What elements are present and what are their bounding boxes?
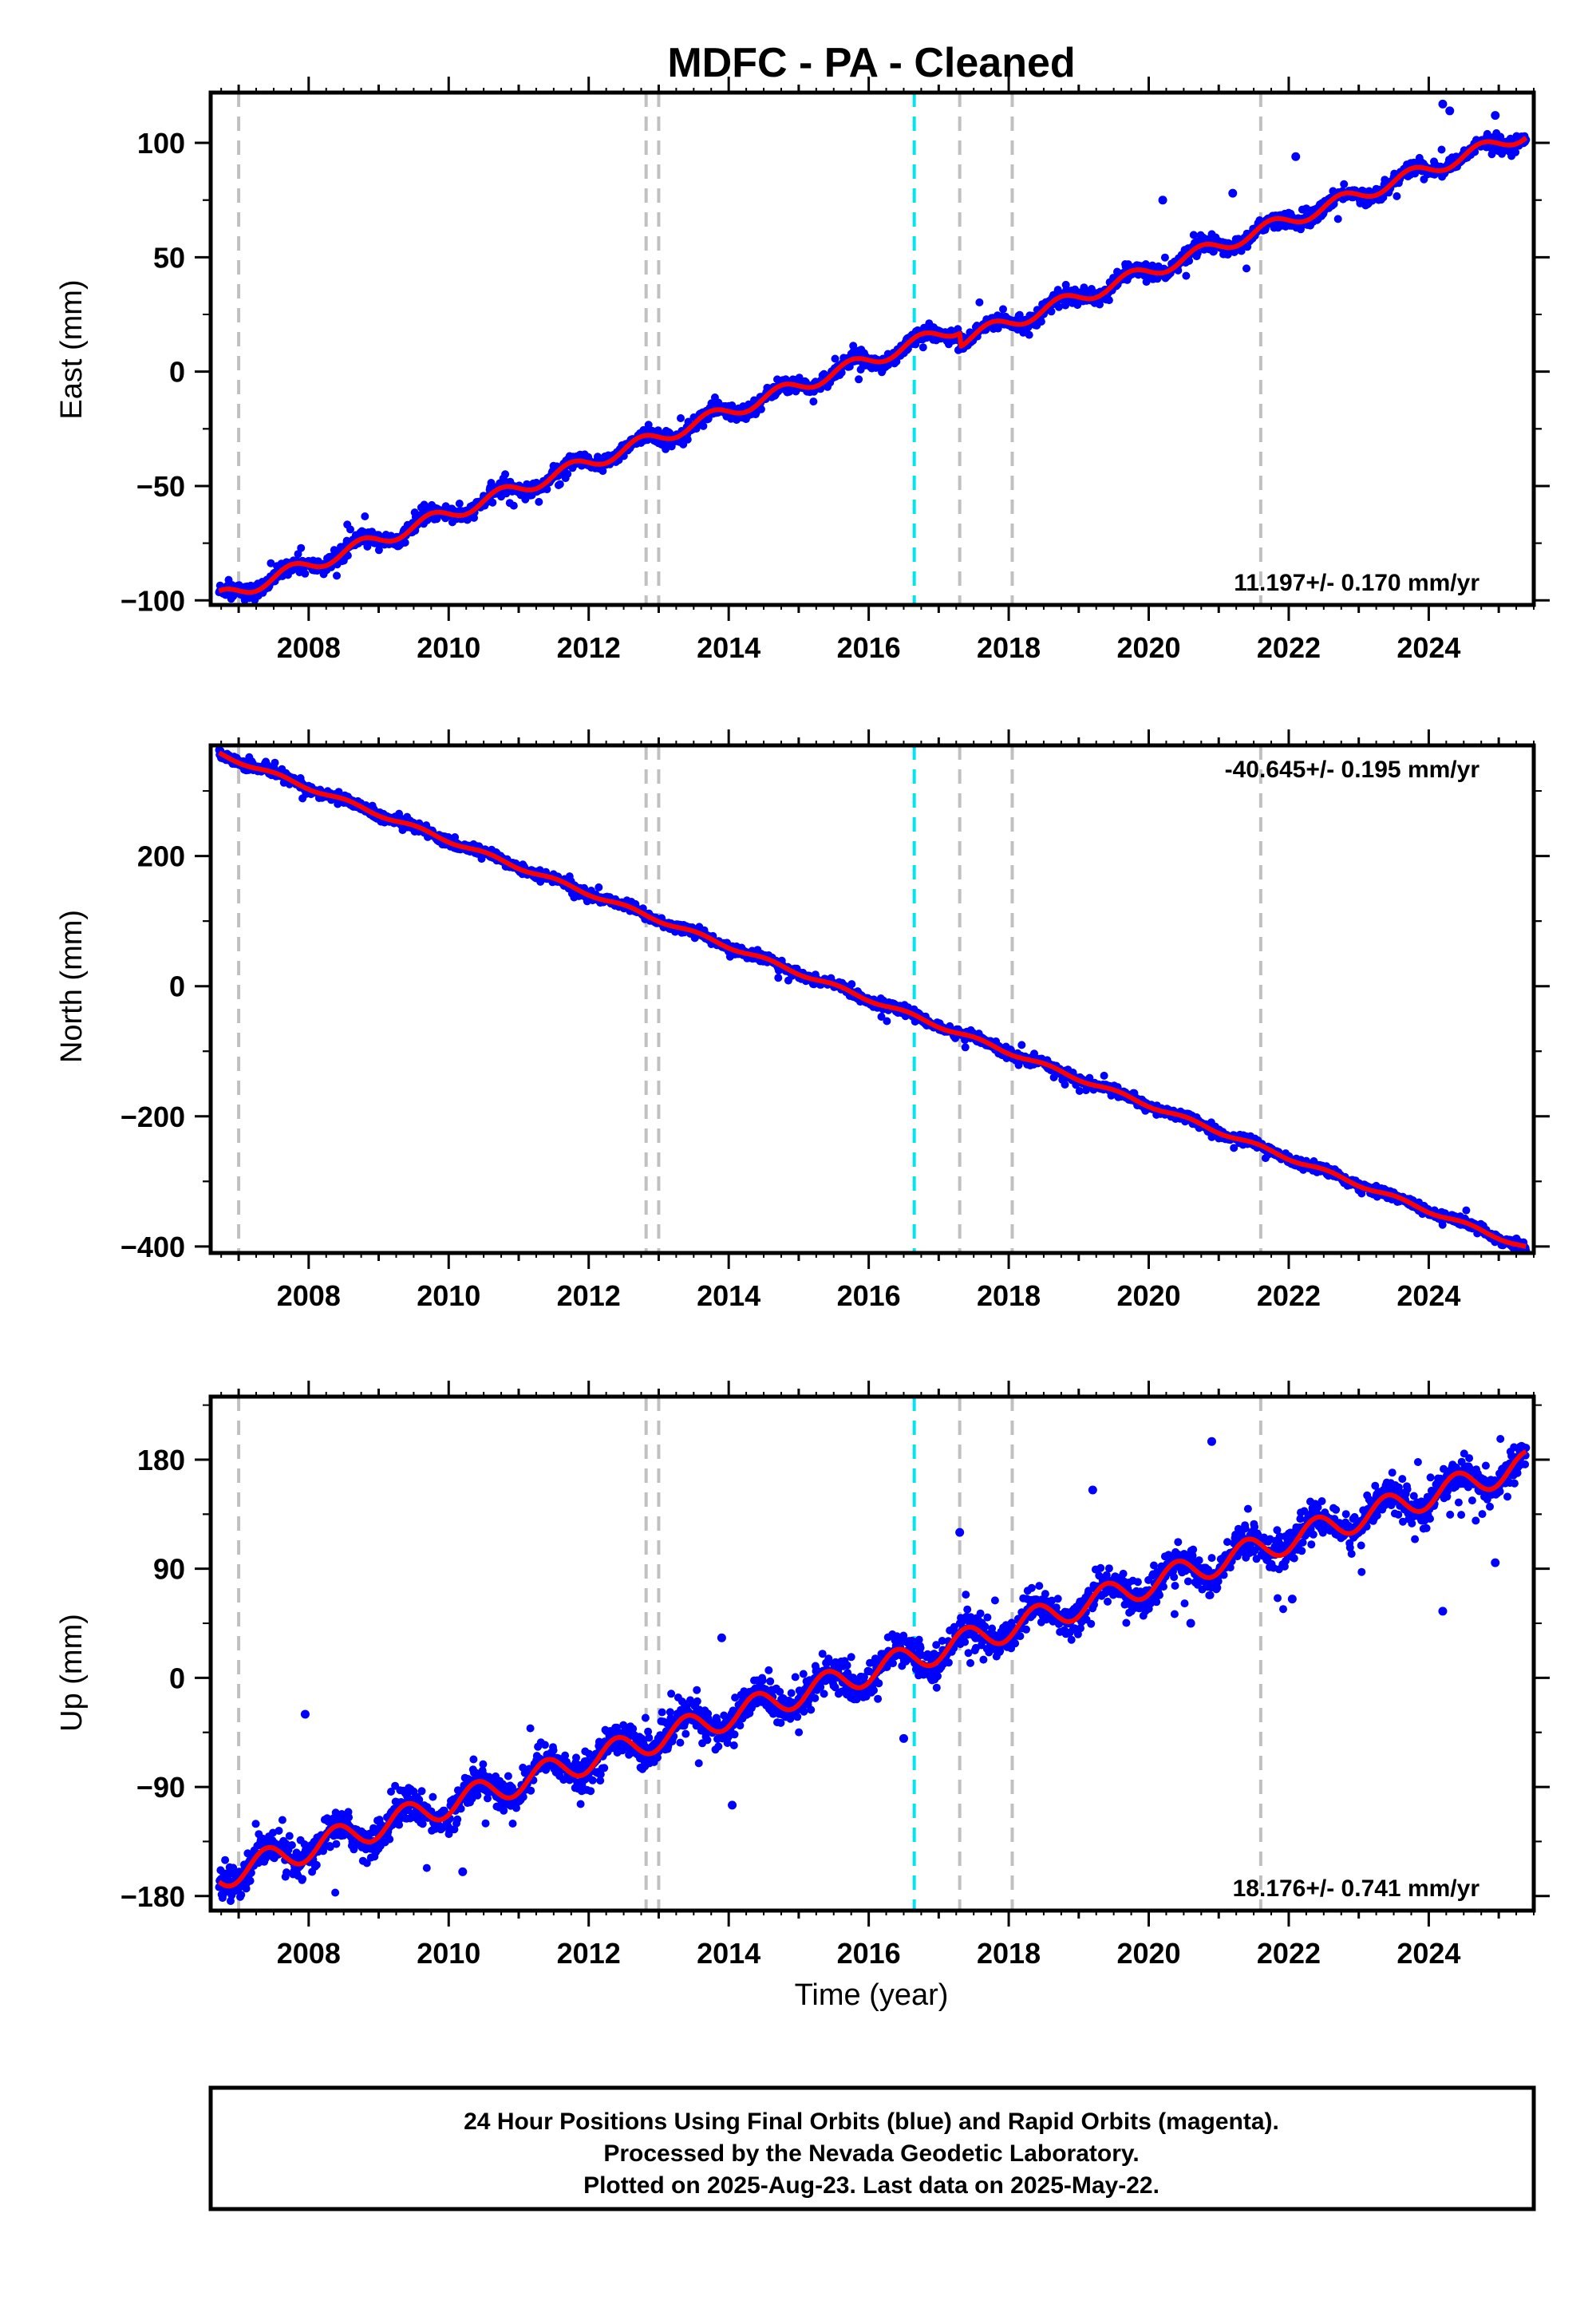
data-point bbox=[374, 546, 383, 555]
y-tick-label: 100 bbox=[137, 127, 185, 160]
data-point bbox=[1100, 1071, 1108, 1080]
figure-title: MDFC - PA - Cleaned bbox=[667, 40, 1075, 86]
data-point bbox=[271, 758, 279, 767]
data-point bbox=[1061, 1081, 1069, 1089]
data-point bbox=[855, 375, 863, 384]
data-point bbox=[1025, 330, 1033, 339]
model-fit-line bbox=[218, 136, 1528, 595]
data-point bbox=[333, 571, 341, 580]
data-point bbox=[535, 497, 543, 506]
plot-area bbox=[215, 745, 1531, 1253]
data-point bbox=[294, 550, 302, 559]
data-point bbox=[809, 397, 818, 406]
north-panel: North (mm) 2008 2010 2012 2014 2016 2018 2020 2… bbox=[55, 729, 1550, 1312]
data-point bbox=[1160, 253, 1169, 262]
east-panel: East (mm) 2008 2010 2012 2014 2016 2018 2020 20… bbox=[55, 77, 1550, 664]
outlier-point bbox=[1228, 188, 1238, 198]
data-point bbox=[1237, 247, 1246, 255]
data-point bbox=[975, 298, 984, 306]
outlier-point bbox=[1291, 152, 1301, 161]
data-point bbox=[543, 485, 551, 494]
y-tick-label: −50 bbox=[136, 470, 185, 503]
data-point bbox=[1017, 1041, 1026, 1049]
data-point bbox=[598, 467, 607, 476]
data-point bbox=[994, 324, 1002, 333]
data-point bbox=[837, 368, 846, 377]
data-point bbox=[1104, 296, 1113, 305]
data-point bbox=[1054, 302, 1063, 311]
data-point bbox=[1182, 271, 1191, 280]
x-tick-label: 2018 bbox=[977, 631, 1041, 664]
data-point bbox=[1393, 192, 1401, 200]
data-point bbox=[1015, 310, 1024, 319]
x-tick-label: 2014 bbox=[697, 631, 760, 664]
east-y-axis-label: East (mm) bbox=[55, 279, 89, 419]
data-point bbox=[1511, 148, 1520, 156]
data-point bbox=[595, 883, 603, 891]
data-point bbox=[999, 305, 1007, 314]
data-point bbox=[1333, 215, 1342, 223]
data-point bbox=[455, 500, 464, 508]
data-point bbox=[1185, 256, 1194, 265]
data-point bbox=[892, 358, 901, 366]
x-tick-label: 2022 bbox=[1257, 631, 1321, 664]
data-point bbox=[401, 538, 409, 547]
data-point bbox=[1193, 249, 1202, 258]
data-point bbox=[509, 501, 518, 510]
outlier-point bbox=[1158, 196, 1167, 205]
data-point bbox=[301, 569, 310, 578]
data-point bbox=[1210, 247, 1218, 256]
data-point bbox=[883, 1017, 891, 1026]
y-tick-label: −100 bbox=[120, 584, 185, 617]
x-tick-label: 2010 bbox=[417, 631, 480, 664]
data-point bbox=[1189, 231, 1198, 239]
x-tick-label: 2012 bbox=[557, 631, 621, 664]
y-tick-label: 50 bbox=[153, 241, 185, 274]
data-point bbox=[501, 470, 510, 479]
data-point bbox=[563, 469, 572, 478]
data-point bbox=[346, 525, 354, 534]
data-point bbox=[961, 1043, 970, 1052]
data-point bbox=[1340, 180, 1349, 188]
data-point bbox=[683, 435, 692, 444]
plot-area bbox=[215, 93, 1531, 605]
data-point bbox=[774, 974, 783, 982]
data-point bbox=[699, 421, 708, 430]
north-y-axis-label: North (mm) bbox=[55, 910, 89, 1063]
data-point bbox=[395, 809, 404, 818]
data-point bbox=[831, 354, 839, 363]
data-point bbox=[757, 405, 765, 413]
x-tick-label: 2008 bbox=[277, 631, 341, 664]
data-point bbox=[555, 480, 564, 488]
x-tick-label: 2020 bbox=[1116, 631, 1180, 664]
outlier-point bbox=[1491, 111, 1500, 121]
outlier-point bbox=[1445, 106, 1455, 116]
data-point bbox=[1047, 307, 1056, 316]
data-point bbox=[677, 414, 685, 422]
outlier-point bbox=[1438, 99, 1448, 109]
y-tick-label: 0 bbox=[169, 356, 185, 389]
data-point bbox=[297, 543, 306, 552]
data-point bbox=[1437, 145, 1446, 154]
data-point bbox=[644, 421, 653, 429]
data-point bbox=[361, 512, 369, 520]
data-point bbox=[488, 498, 497, 507]
x-tick-label: 2024 bbox=[1396, 631, 1460, 664]
plot-frame bbox=[208, 90, 1536, 607]
data-point bbox=[1242, 264, 1250, 273]
data-point bbox=[1037, 318, 1045, 326]
data-point bbox=[267, 559, 275, 567]
x-tick-label: 2016 bbox=[837, 631, 901, 664]
data-point bbox=[918, 343, 927, 352]
data-point bbox=[847, 980, 856, 989]
east-rate-annotation: 11.197+/- 0.170 mm/yr bbox=[1234, 570, 1479, 596]
data-point bbox=[343, 551, 352, 560]
